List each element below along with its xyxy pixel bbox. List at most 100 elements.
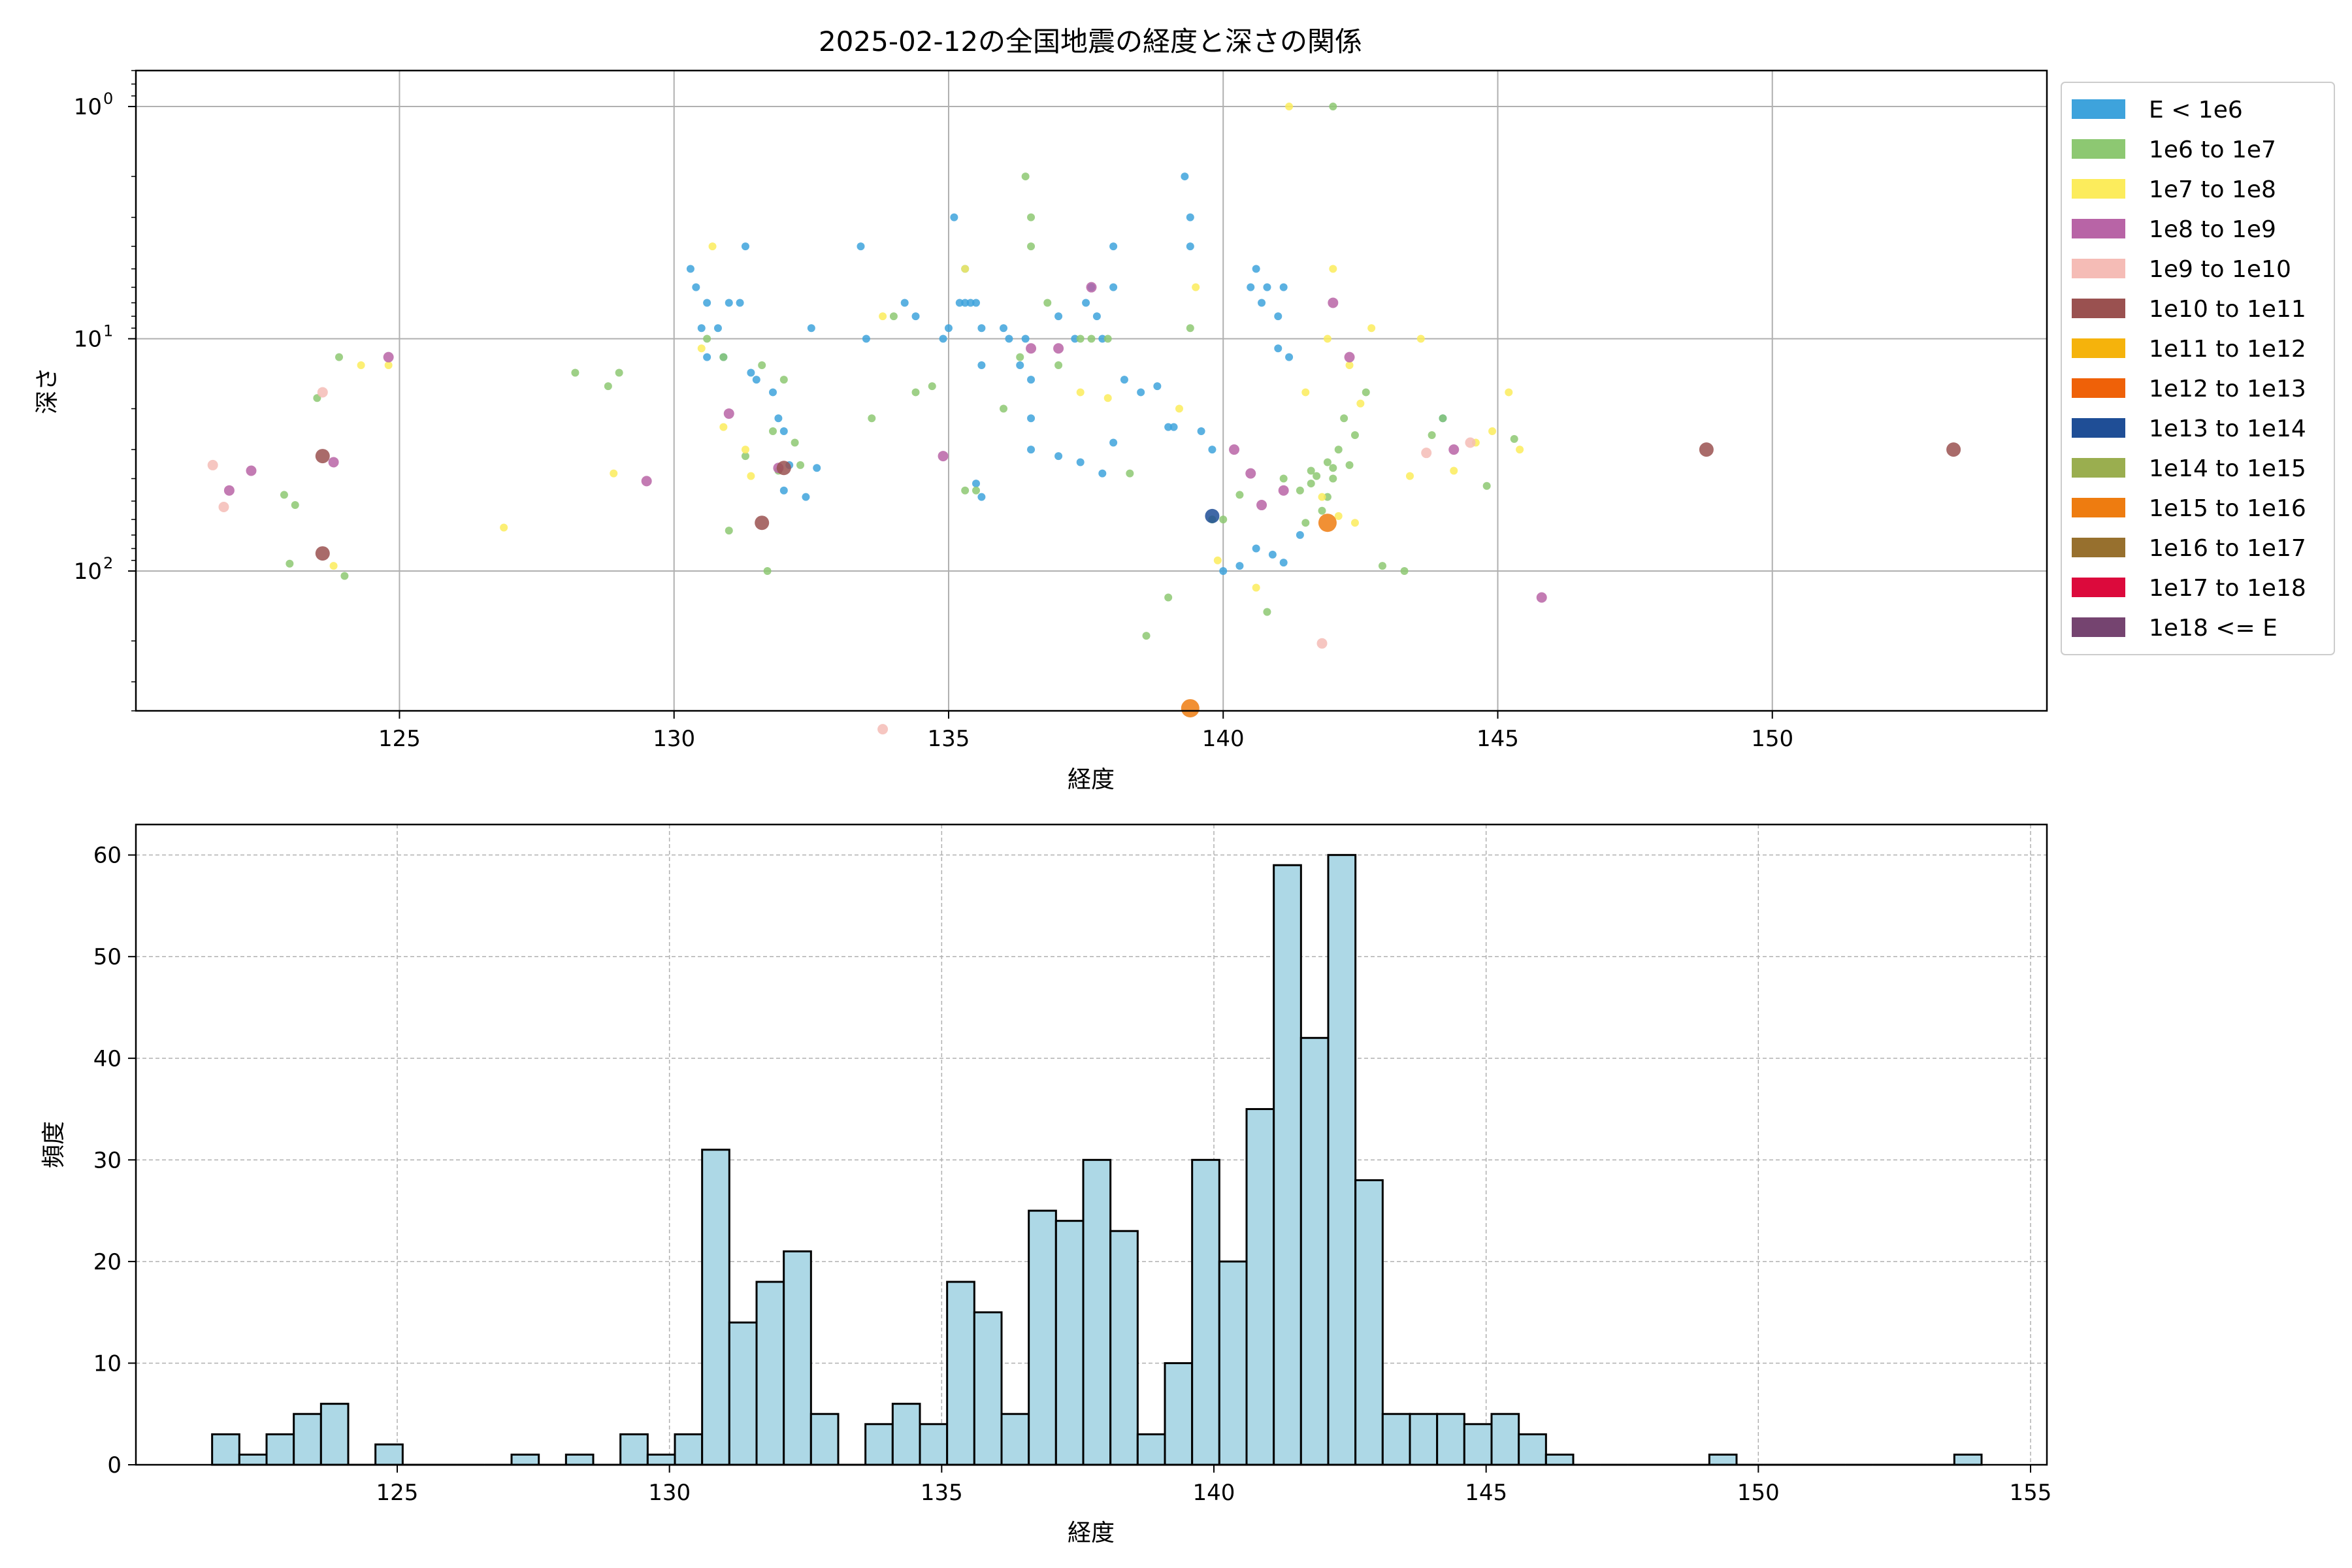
scatter-point [961, 486, 970, 495]
scatter-point [736, 299, 744, 307]
scatter-point [1296, 486, 1304, 495]
scatter-y-tick-label: 10 [74, 559, 102, 585]
scatter-point [977, 361, 986, 370]
scatter-point [1076, 388, 1085, 397]
scatter-point [1263, 283, 1271, 291]
histogram-y-axis-label: 頻度 [41, 1121, 67, 1168]
scatter-point [1208, 446, 1217, 454]
scatter-point [1082, 299, 1090, 307]
scatter-y-tick-exponent: 0 [103, 90, 113, 108]
scatter-point [1362, 388, 1370, 397]
scatter-point [1000, 404, 1008, 413]
scatter-legend-swatch [2072, 219, 2125, 238]
histogram-bar [1082, 1158, 1112, 1466]
scatter-point [977, 493, 986, 501]
scatter-point [703, 353, 711, 361]
scatter-point [1098, 469, 1107, 478]
scatter-legend-label: 1e7 to 1e8 [2149, 176, 2276, 203]
scatter-legend-swatch [2072, 139, 2125, 159]
scatter-point [697, 344, 706, 353]
scatter-point [1428, 431, 1436, 440]
scatter-legend-label: 1e17 to 1e18 [2149, 575, 2306, 602]
histogram-bar [1953, 1453, 1983, 1466]
scatter-point [357, 361, 365, 370]
scatter-title: 2025-02-12の全国地震の経度と深さの関係 [819, 25, 1362, 57]
scatter-point [1027, 242, 1036, 251]
scatter-point [725, 527, 733, 535]
histogram-y-tick-label: 0 [107, 1452, 122, 1478]
scatter-point [340, 572, 349, 580]
scatter-point [1092, 312, 1101, 321]
scatter-point [1186, 324, 1194, 333]
scatter-point [763, 566, 772, 575]
scatter-point [1340, 414, 1348, 423]
histogram-bar [564, 1453, 595, 1466]
scatter-point [725, 299, 733, 307]
scatter-point [1329, 464, 1337, 472]
scatter-point [1278, 485, 1289, 496]
scatter-y-tick-label: 10 [74, 327, 102, 353]
scatter-point [955, 299, 964, 307]
scatter-point [1137, 388, 1145, 397]
scatter-point [1016, 353, 1024, 361]
scatter-point [1247, 283, 1255, 291]
scatter-point [1316, 638, 1328, 649]
histogram-y-tick-label: 20 [93, 1249, 122, 1275]
scatter-point [207, 459, 218, 470]
scatter-legend-swatch [2072, 299, 2125, 318]
scatter-point [813, 464, 821, 472]
scatter-point [779, 376, 788, 384]
scatter-legend-label: 1e8 to 1e9 [2149, 216, 2276, 243]
histogram-x-axis-label: 経度 [1068, 1520, 1115, 1546]
scatter-point [1219, 515, 1228, 524]
histogram-bar [1000, 1413, 1030, 1466]
scatter-point [1505, 388, 1513, 397]
scatter-point [1175, 404, 1183, 413]
scatter-point [791, 438, 799, 447]
scatter-point [972, 480, 980, 488]
scatter-legend-swatch [2072, 338, 2125, 358]
scatter-point [796, 461, 805, 469]
scatter-point [769, 427, 777, 435]
histogram-bar [755, 1281, 785, 1466]
scatter-point [1021, 335, 1030, 343]
scatter-point [1229, 444, 1240, 455]
scatter-point [1109, 438, 1118, 447]
scatter-point [758, 361, 766, 370]
scatter-point [315, 546, 330, 561]
histogram-bar [1463, 1423, 1493, 1466]
scatter-point [1345, 461, 1354, 469]
scatter-point [1318, 506, 1326, 515]
scatter-point [779, 427, 788, 435]
scatter-point [1027, 414, 1036, 423]
scatter-point [961, 299, 970, 307]
histogram-x-tick-label: 135 [921, 1480, 963, 1506]
scatter-point [1350, 519, 1359, 527]
scatter-point [1323, 458, 1331, 466]
scatter-point [1142, 632, 1151, 640]
histogram-bars [211, 854, 1983, 1466]
scatter-point [1027, 446, 1036, 454]
scatter-point [862, 335, 870, 343]
scatter-point [1164, 423, 1173, 431]
histogram-bar [891, 1403, 921, 1466]
histogram-x-tick-label: 145 [1465, 1480, 1507, 1506]
scatter-y-tick-exponent: 2 [103, 554, 113, 572]
scatter-point [1054, 312, 1063, 321]
scatter-point [1329, 265, 1337, 273]
scatter-point [1021, 172, 1030, 181]
scatter-point [1043, 299, 1052, 307]
scatter-point [802, 493, 810, 501]
histogram-y-tick-label: 10 [93, 1350, 122, 1377]
scatter-point [1516, 446, 1524, 454]
scatter-point [1345, 361, 1354, 370]
scatter-point [1192, 283, 1200, 291]
scatter-legend-swatch [2072, 378, 2125, 398]
scatter-point [315, 449, 330, 464]
scatter-point [961, 265, 970, 273]
scatter-point [218, 501, 229, 512]
scatter-point [1181, 172, 1189, 181]
histogram-bar [1544, 1453, 1575, 1466]
scatter-point [1279, 559, 1288, 567]
